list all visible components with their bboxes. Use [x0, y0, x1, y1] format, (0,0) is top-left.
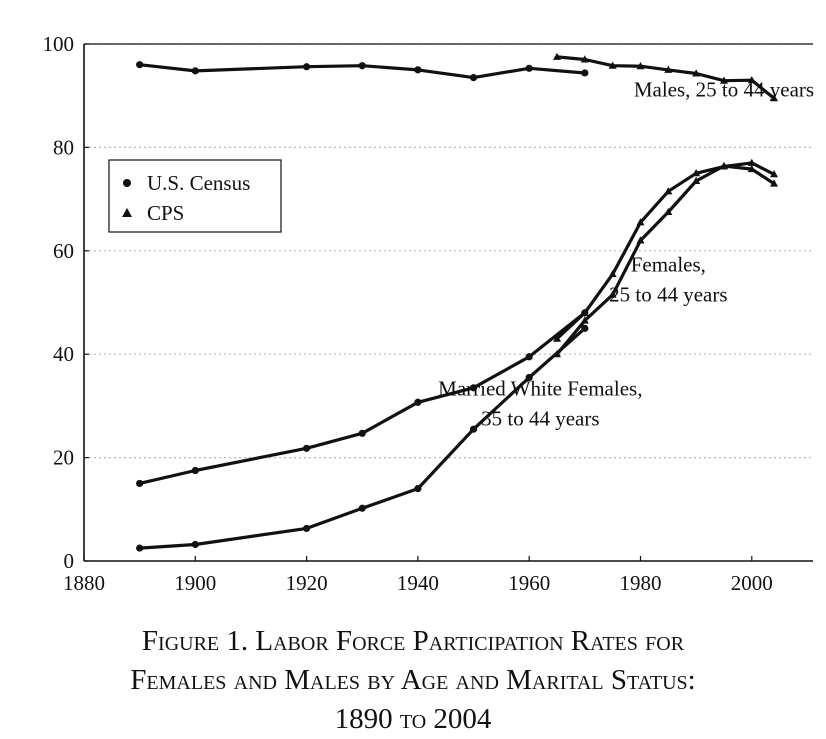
data-point-census: [302, 524, 311, 533]
data-point-census: [414, 485, 422, 493]
legend-marker-triangle: [122, 208, 132, 217]
data-point-cps: [553, 334, 562, 342]
data-point-cps: [664, 65, 673, 73]
annotations: Males, 25 to 44 years Females, 25 to 44 ye…: [438, 78, 814, 431]
data-point-cps: [692, 69, 701, 77]
data-point-cps: [636, 236, 645, 244]
data-point-cps: [664, 207, 673, 216]
data-point-census: [525, 373, 533, 382]
data-point-cps: [770, 179, 779, 187]
data-point-cps: [692, 176, 701, 185]
data-point-cps: [747, 164, 756, 173]
data-point-cps: [692, 169, 701, 177]
data-point-cps: [580, 316, 589, 324]
series-line-2: [138, 311, 587, 485]
caption-line-2: Females and Males by Age and Marital Sta…: [130, 664, 696, 696]
legend-label: CPS: [147, 201, 184, 225]
data-point-census: [469, 425, 478, 433]
data-point-census: [581, 324, 589, 332]
data-point-cps: [636, 218, 645, 226]
x-tick-label: 1920: [286, 571, 328, 595]
y-tick-label: 100: [43, 32, 75, 56]
data-point-cps: [580, 55, 589, 63]
x-tick-label: 1900: [174, 571, 216, 595]
data-point-census: [191, 540, 199, 549]
data-point-census: [469, 384, 478, 392]
x-tick-label: 1980: [619, 571, 661, 595]
annotation-label: Males, 25 to 44 years: [634, 78, 814, 102]
data-point-cps: [770, 94, 779, 102]
y-tick-label: 40: [53, 342, 74, 366]
data-point-cps: [553, 350, 562, 358]
x-tick-label: 1960: [508, 571, 550, 595]
data-point-cps: [580, 308, 589, 316]
x-tick-label: 1880: [63, 571, 105, 595]
series-group: [136, 52, 779, 552]
data-point-cps: [719, 161, 728, 170]
annotation-label: 35 to 44 years: [481, 407, 599, 431]
y-tick-label: 20: [53, 446, 74, 470]
y-tick-label: 0: [64, 549, 75, 573]
series-line-4: [138, 326, 587, 550]
y-tick-label: 80: [53, 135, 74, 159]
data-point-cps: [553, 52, 562, 60]
data-point-census: [358, 429, 366, 437]
data-point-census: [191, 466, 199, 475]
data-point-census: [136, 544, 144, 552]
data-point-census: [136, 61, 144, 69]
figure-caption: Figure 1. Labor Force Participation Rate…: [0, 622, 826, 739]
data-point-cps: [747, 158, 756, 166]
x-tick-label: 2000: [731, 571, 773, 595]
data-point-cps: [608, 61, 617, 69]
series-line-0: [138, 63, 587, 80]
data-point-cps: [636, 62, 645, 70]
data-point-census: [525, 353, 533, 361]
data-point-cps: [719, 76, 728, 84]
data-point-cps: [664, 187, 673, 195]
data-point-cps: [770, 170, 779, 178]
legend-label: U.S. Census: [147, 171, 250, 195]
caption-line-1: Figure 1. Labor Force Participation Rate…: [141, 625, 685, 657]
data-point-census: [358, 504, 366, 512]
y-tick-label: 60: [53, 239, 74, 263]
data-point-census: [414, 66, 422, 74]
data-point-census: [191, 67, 199, 75]
data-point-cps: [747, 75, 756, 84]
data-point-census: [469, 74, 478, 82]
x-tick-label: 1940: [397, 571, 439, 595]
data-point-cps: [608, 269, 617, 278]
annotation-label: 25 to 44 years: [609, 282, 727, 306]
legend-marker-circle: [123, 179, 131, 187]
data-point-census: [525, 64, 533, 72]
legend: U.S. Census CPS: [108, 159, 282, 233]
data-point-census: [414, 398, 422, 406]
data-point-census: [302, 444, 311, 452]
axes: 0 20 40 60 80 100 1880 1900 1920 1940 1960 1980 2000: [43, 32, 813, 595]
line-chart: 0 20 40 60 80 100 1880 1900 1920 1940 1960 1980 2000…: [43, 32, 815, 595]
data-point-census: [136, 479, 144, 488]
data-point-cps: [608, 290, 617, 298]
annotation-label: Married White Females,: [438, 377, 642, 401]
data-point-census: [302, 63, 311, 71]
annotation-label: Females,: [631, 252, 706, 276]
caption-line-3: 1890 to 2004: [334, 703, 492, 735]
data-point-census: [358, 62, 366, 70]
data-point-census: [581, 69, 589, 77]
legend-box: [108, 159, 282, 233]
